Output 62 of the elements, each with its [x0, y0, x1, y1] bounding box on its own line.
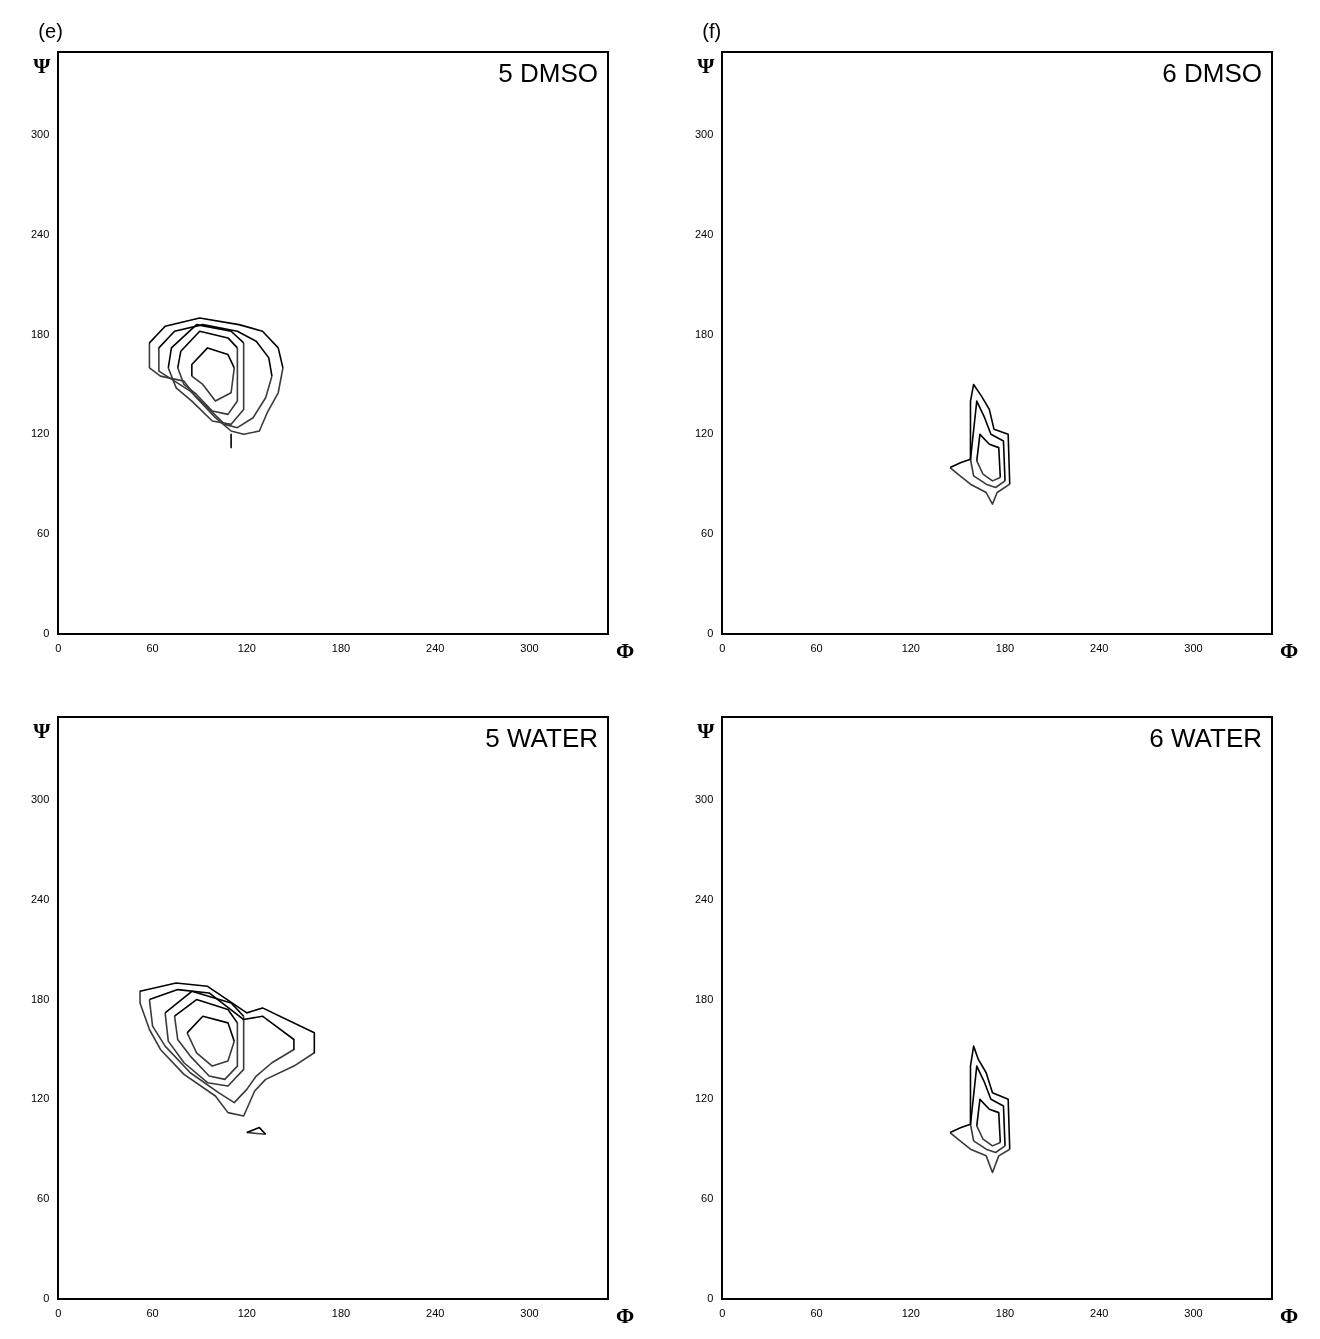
y-tick-label: 240 [694, 227, 714, 240]
x-tick-label: 300 [520, 642, 539, 655]
y-tick-label: 120 [694, 427, 714, 440]
chart-title: 5 WATER [485, 723, 598, 754]
y-tick-label: 60 [37, 1192, 50, 1205]
x-tick-label: 300 [1184, 642, 1203, 655]
x-axis-title: Φ [616, 1303, 635, 1329]
x-tick-label: 240 [426, 1307, 445, 1320]
y-tick-label: 240 [30, 892, 50, 905]
x-tick-label: 60 [810, 1307, 823, 1320]
x-axis-title: Φ [616, 638, 635, 664]
x-tick-label: 240 [426, 642, 445, 655]
x-tick-label: 240 [1090, 642, 1109, 655]
x-tick-label: 180 [995, 1307, 1015, 1320]
x-tick-label: 0 [55, 642, 62, 655]
y-tick-label: 180 [694, 327, 714, 340]
y-axis-title: Ψ [697, 52, 716, 78]
y-axis-title: Ψ [697, 717, 716, 743]
y-tick-label: 0 [707, 1291, 714, 1304]
y-axis-title: Ψ [33, 52, 52, 78]
y-axis-title: Ψ [33, 717, 52, 743]
y-tick-label: 180 [30, 327, 50, 340]
y-tick-label: 300 [694, 793, 714, 806]
x-tick-label: 180 [331, 642, 351, 655]
x-tick-label: 300 [1184, 1307, 1203, 1320]
y-tick-label: 180 [694, 992, 714, 1005]
x-tick-label: 60 [146, 642, 159, 655]
x-tick-label: 120 [901, 1307, 920, 1320]
y-tick-label: 300 [30, 128, 50, 141]
y-tick-label: 120 [30, 1092, 50, 1105]
x-tick-label: 240 [1090, 1307, 1109, 1320]
y-tick-label: 180 [30, 992, 50, 1005]
y-tick-label: 240 [694, 892, 714, 905]
x-tick-label: 180 [331, 1307, 351, 1320]
y-tick-label: 60 [701, 527, 714, 540]
x-tick-label: 60 [146, 1307, 159, 1320]
x-tick-label: 0 [55, 1307, 62, 1320]
text: (f) [702, 19, 722, 42]
y-tick-label: 0 [707, 626, 714, 639]
y-tick-label: 300 [694, 128, 714, 141]
x-tick-label: 180 [995, 642, 1015, 655]
chart-title: 6 DMSO [1162, 58, 1262, 89]
x-tick-label: 0 [719, 642, 726, 655]
x-tick-label: 300 [520, 1307, 539, 1320]
y-tick-label: 120 [694, 1092, 714, 1105]
x-tick-label: 120 [901, 642, 920, 655]
y-tick-label: 240 [30, 227, 50, 240]
x-tick-label: 60 [810, 642, 823, 655]
x-tick-label: 120 [237, 1307, 256, 1320]
y-tick-label: 0 [43, 626, 50, 639]
y-tick-label: 120 [30, 427, 50, 440]
chart-title: 5 DMSO [498, 58, 598, 89]
x-axis-title: Φ [1280, 1303, 1299, 1329]
y-tick-label: 0 [43, 1291, 50, 1304]
x-tick-label: 0 [719, 1307, 726, 1320]
y-tick-label: 60 [37, 527, 50, 540]
x-tick-label: 120 [237, 642, 256, 655]
text: (e) [38, 19, 63, 42]
y-tick-label: 300 [30, 793, 50, 806]
y-tick-label: 60 [701, 1192, 714, 1205]
x-axis-title: Φ [1280, 638, 1299, 664]
chart-title: 6 WATER [1149, 723, 1262, 754]
